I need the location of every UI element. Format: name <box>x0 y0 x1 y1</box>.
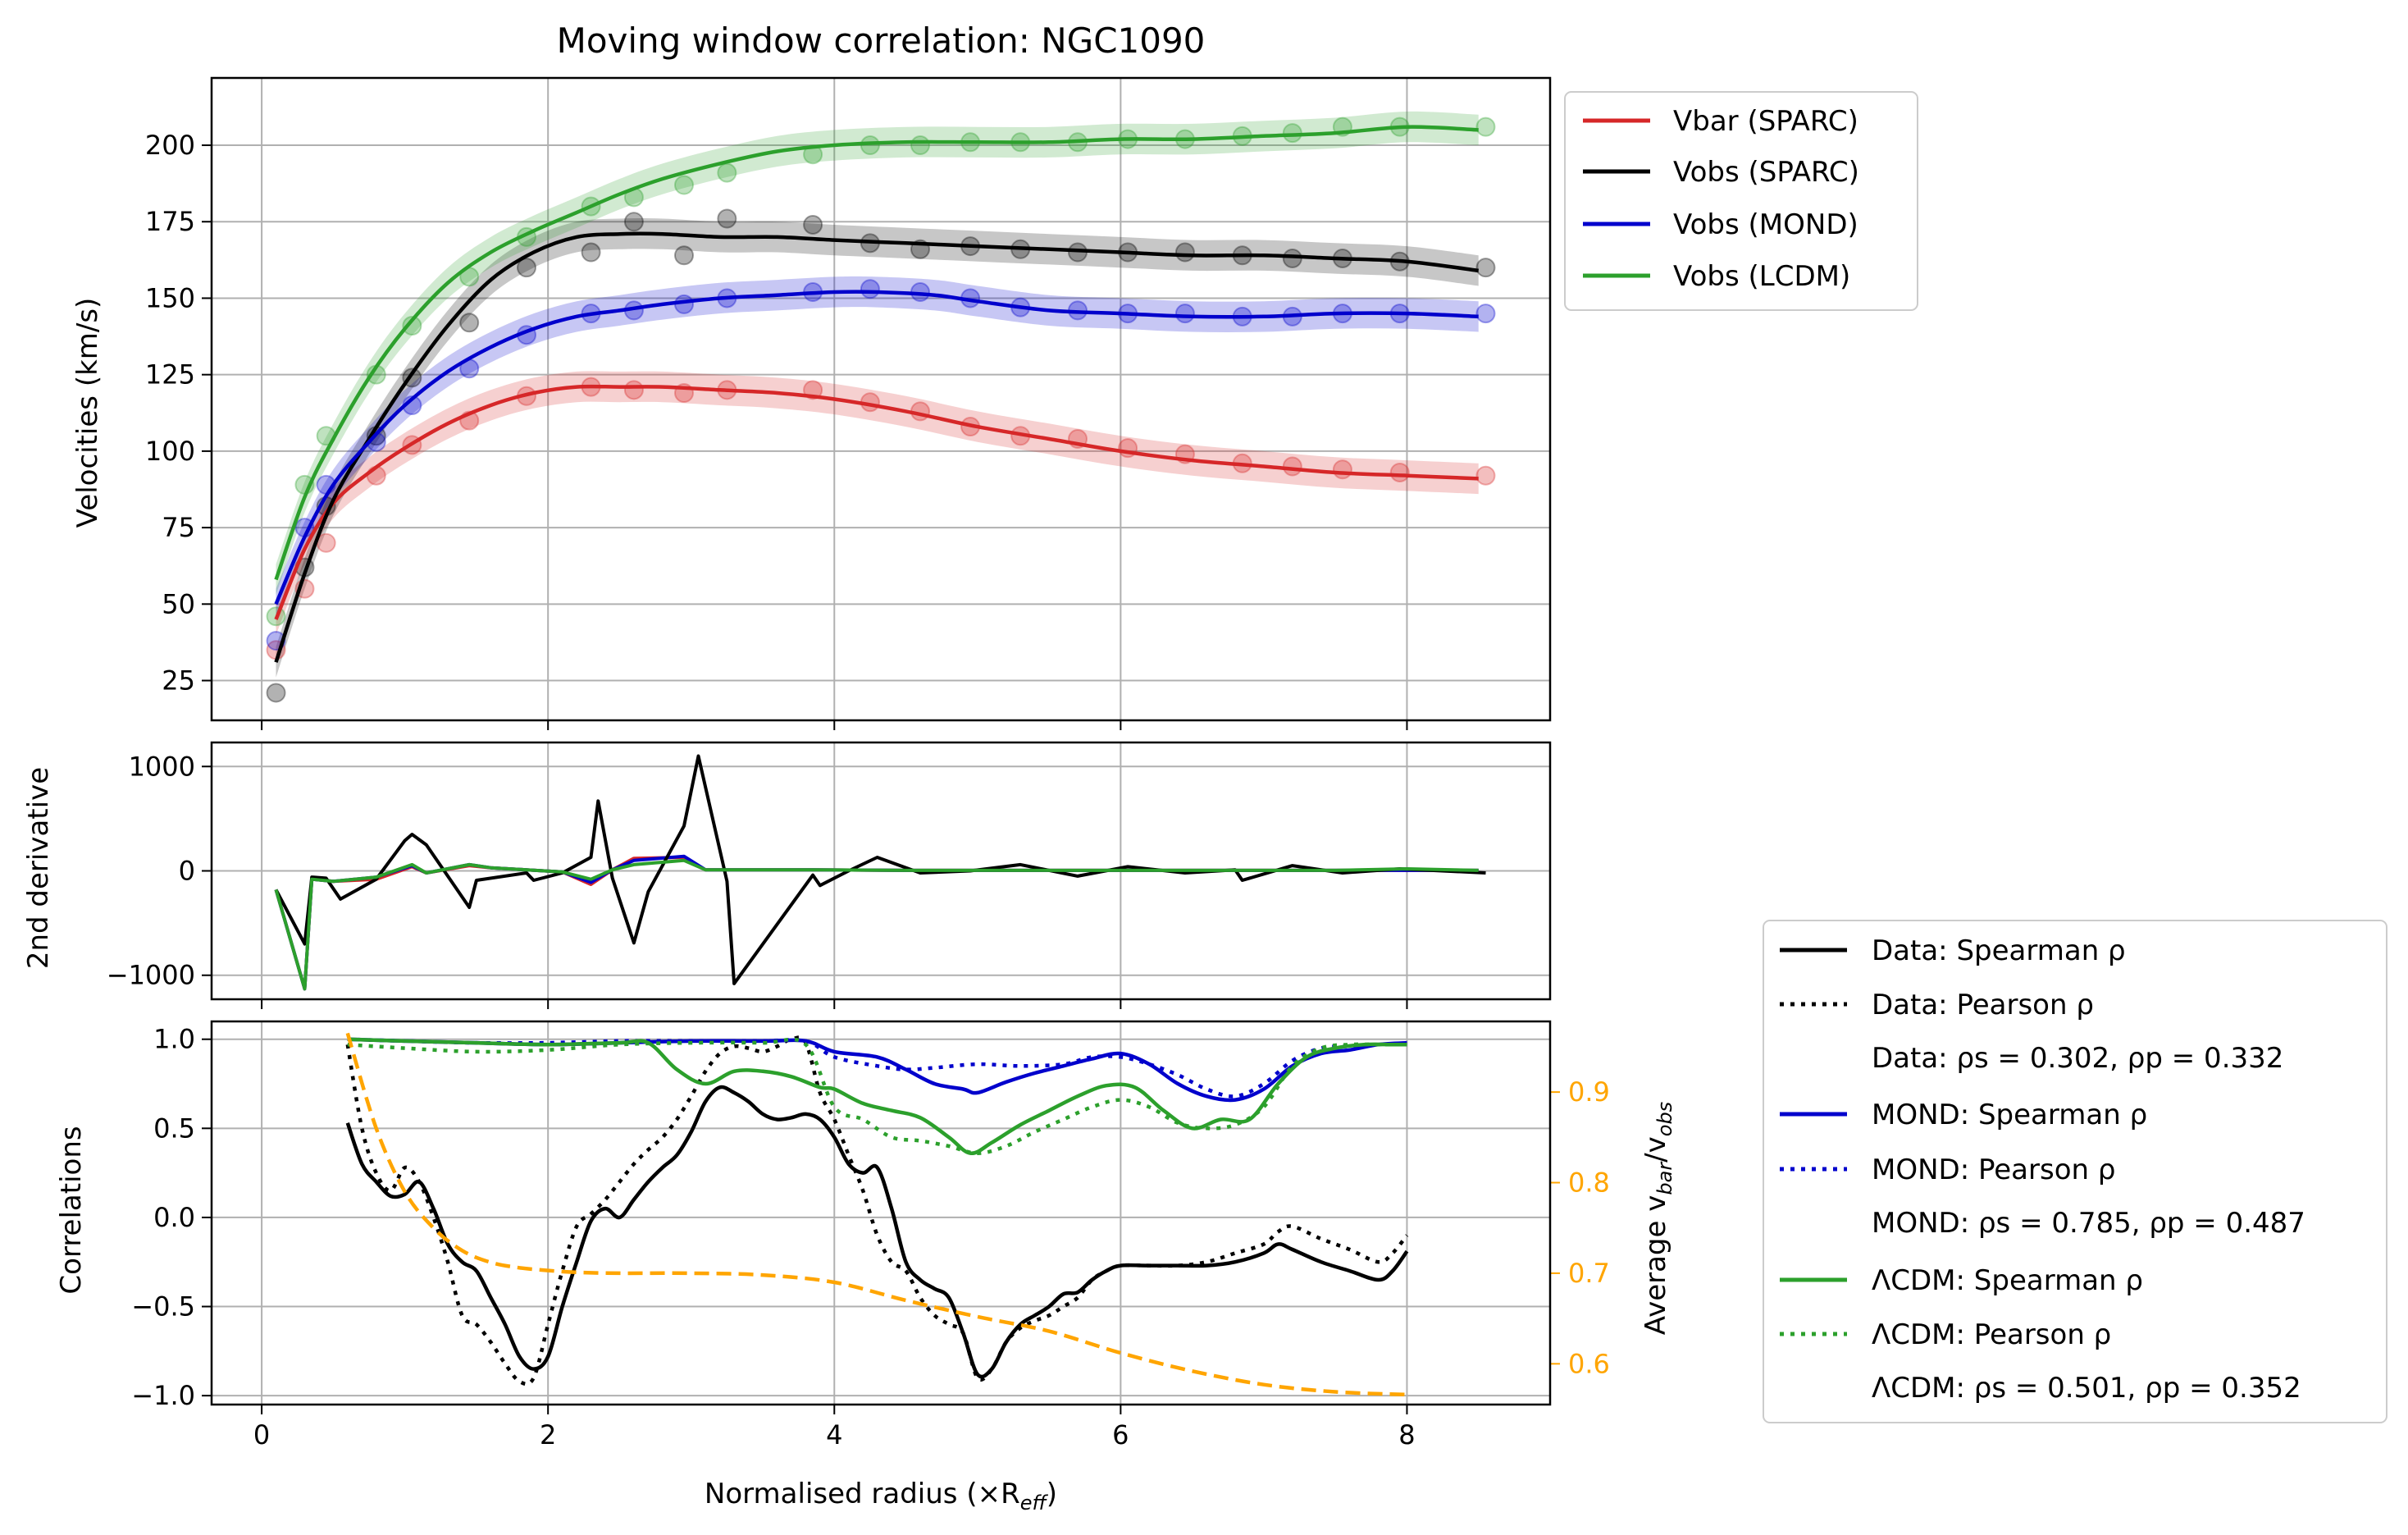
legend-label-data-spearman: Data: Spearman ρ <box>1872 934 2126 967</box>
velocity-y-tick-label: 175 <box>145 206 195 237</box>
secondary-y-tick-label: 0.6 <box>1568 1348 1610 1379</box>
point-vbar-sparc <box>1332 459 1352 480</box>
legend-label-data-pearson: Data: Pearson ρ <box>1872 989 2094 1021</box>
line-vobs-lcdm <box>274 125 1479 581</box>
x-tick-label: 0 <box>253 1419 270 1450</box>
band-vobs-sparc <box>276 218 1479 678</box>
x-axis-label: Normalised radius (×Reff) <box>705 1478 1057 1514</box>
secondary-y-tick-label: 0.7 <box>1568 1258 1610 1289</box>
legend-label-vobs-sparc: Vobs (SPARC) <box>1673 156 1859 189</box>
velocity-legend: Vbar (SPARC) Vobs (SPARC) Vobs (MOND) Vo… <box>1564 91 1918 311</box>
line-cdm-pearson <box>347 1037 1407 1155</box>
correlation-y-tick-label: −1.0 <box>131 1380 195 1411</box>
point-vobs-sparc <box>674 245 694 266</box>
velocity-y-axis-label: Velocities (km/s) <box>71 298 104 528</box>
velocity-legend-frame <box>1564 91 1918 311</box>
legend-label-vobs-lcdm: Vobs (LCDM) <box>1673 260 1850 293</box>
legend-label-data-stats: Data: ρs = 0.302, ρp = 0.332 <box>1872 1042 2283 1075</box>
point-vobs-sparc <box>803 214 823 235</box>
derivative-panel: −1000 0 1000 <box>107 741 1552 1009</box>
x-tick-label: 8 <box>1398 1419 1415 1450</box>
point-vobs-lcdm <box>402 316 422 336</box>
point-vobs-mond <box>860 279 880 299</box>
point-vobs-sparc <box>1475 258 1496 278</box>
point-vobs-sparc <box>517 258 536 278</box>
band-vobs-mond <box>276 276 1479 619</box>
velocity-y-tick-label: 150 <box>145 282 195 313</box>
line-average-v-bar-v-obs <box>345 1032 1407 1397</box>
correlation-y-tick-label: −0.5 <box>131 1291 195 1323</box>
legend-label-vbar: Vbar (SPARC) <box>1673 105 1858 138</box>
line-vbar-sparc <box>274 384 1479 620</box>
legend-label-lcdm-spearman: ΛCDM: Spearman ρ <box>1872 1264 2143 1297</box>
legend-label-vobs-mond: Vobs (MOND) <box>1673 208 1858 241</box>
derivative-y-tick-label: −1000 <box>107 960 195 991</box>
velocity-y-tick-label: 200 <box>145 130 195 161</box>
line-mond-pearson <box>347 1037 1407 1099</box>
point-vobs-lcdm <box>674 175 694 195</box>
legend-label-lcdm-pearson: ΛCDM: Pearson ρ <box>1872 1318 2111 1351</box>
derivative-y-tick-label: 0 <box>179 856 195 887</box>
correlation-legend: Data: Spearman ρ Data: Pearson ρ Data: ρ… <box>1763 920 2387 1423</box>
velocity-panel: 25 50 75 100 125 150 175 200 <box>145 76 1552 730</box>
derivative-y-tick-label: 1000 <box>129 751 195 782</box>
correlation-y-tick-label: 0.5 <box>153 1112 195 1144</box>
point-vobs-sparc <box>581 242 601 263</box>
line-data-pearson <box>345 1035 1409 1387</box>
secondary-y-tick-label: 0.9 <box>1568 1076 1610 1108</box>
x-tick-label: 2 <box>540 1419 556 1450</box>
secondary-y-axis-label: Average vbar/vobs <box>1640 1102 1676 1335</box>
correlation-y-tick-label: 1.0 <box>153 1024 195 1055</box>
point-vobs-sparc <box>459 313 480 333</box>
line-vobs-mond <box>274 290 1479 605</box>
x-tick-label: 6 <box>1112 1419 1129 1450</box>
point-vobs-lcdm <box>717 162 737 183</box>
secondary-y-tick-label: 0.8 <box>1568 1167 1610 1199</box>
velocity-y-tick-label: 125 <box>145 359 195 391</box>
point-vobs-sparc <box>266 683 286 703</box>
point-vbar-sparc <box>623 380 644 400</box>
velocity-y-tick-label: 25 <box>162 665 195 697</box>
derivative-y-axis-label: 2nd derivative <box>22 767 55 969</box>
chart-title: Moving window correlation: NGC1090 <box>557 21 1206 61</box>
correlation-plot-area <box>345 1032 1409 1397</box>
point-vbar-sparc <box>1282 456 1302 477</box>
line-vobs-sparc <box>274 231 1479 663</box>
legend-label-mond-spearman: MOND: Spearman ρ <box>1872 1099 2147 1131</box>
point-vobs-lcdm <box>1475 116 1496 137</box>
point-vobs-sparc <box>717 208 737 229</box>
point-vbar-sparc <box>1389 462 1410 482</box>
legend-label-mond-pearson: MOND: Pearson ρ <box>1872 1154 2115 1186</box>
correlation-legend-frame <box>1763 920 2387 1423</box>
legend-label-lcdm-stats: ΛCDM: ρs = 0.501, ρp = 0.352 <box>1872 1372 2301 1405</box>
velocity-frame <box>210 76 1552 722</box>
line-vobs-lcdm <box>274 858 1479 991</box>
velocity-plot-area <box>266 111 1496 703</box>
derivative-plot-area <box>274 754 1486 991</box>
x-tick-label: 4 <box>826 1419 842 1450</box>
correlation-y-tick-label: 0.0 <box>153 1202 195 1233</box>
velocity-y-tick-label: 75 <box>162 512 195 543</box>
point-vbar-sparc <box>1475 465 1496 486</box>
point-vobs-sparc <box>623 212 644 232</box>
point-vobs-sparc <box>1174 242 1195 263</box>
point-vobs-mond <box>1174 304 1195 324</box>
correlation-panel: 0.6 0.7 0.8 0.9 0 2 4 6 8 −1.0 −0.5 0.0 0.5 1.0 <box>131 1020 1610 1450</box>
velocity-y-tick-label: 100 <box>145 436 195 467</box>
point-vobs-mond <box>1475 304 1496 324</box>
legend-label-mond-stats: MOND: ρs = 0.785, ρp = 0.487 <box>1872 1207 2305 1240</box>
point-vobs-lcdm <box>910 135 930 156</box>
correlation-frame <box>210 1020 1552 1406</box>
velocity-y-tick-label: 50 <box>162 588 195 619</box>
correlation-y-axis-label: Correlations <box>55 1126 88 1294</box>
